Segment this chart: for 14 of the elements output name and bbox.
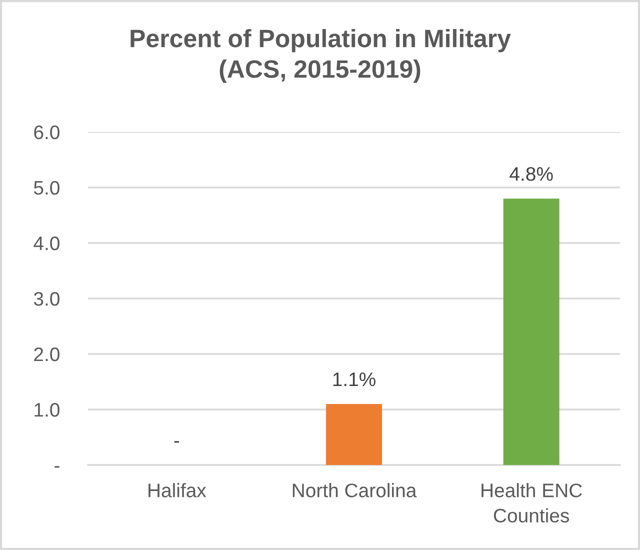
data-label: 1.1% [333,372,376,386]
y-tick-label: 1.0 [34,402,60,417]
y-tick-label: 4.0 [34,236,60,250]
y-tick-label: 2.0 [34,347,60,362]
x-tick-label: Health ENC Counties [482,483,582,523]
x-tick-label: North Carolina [292,483,417,498]
chart-title: Percent of Population in Military (ACS, 2015-2019) [130,29,511,83]
y-tick-label: 3.0 [34,292,60,306]
data-label: 4.8% [510,167,553,181]
y-tick-label: - [54,466,60,468]
y-tick-label: 6.0 [34,125,60,140]
y-tick-label: 5.0 [34,180,60,195]
data-label: - [174,441,180,443]
x-tick-label: Halifax [148,483,206,498]
